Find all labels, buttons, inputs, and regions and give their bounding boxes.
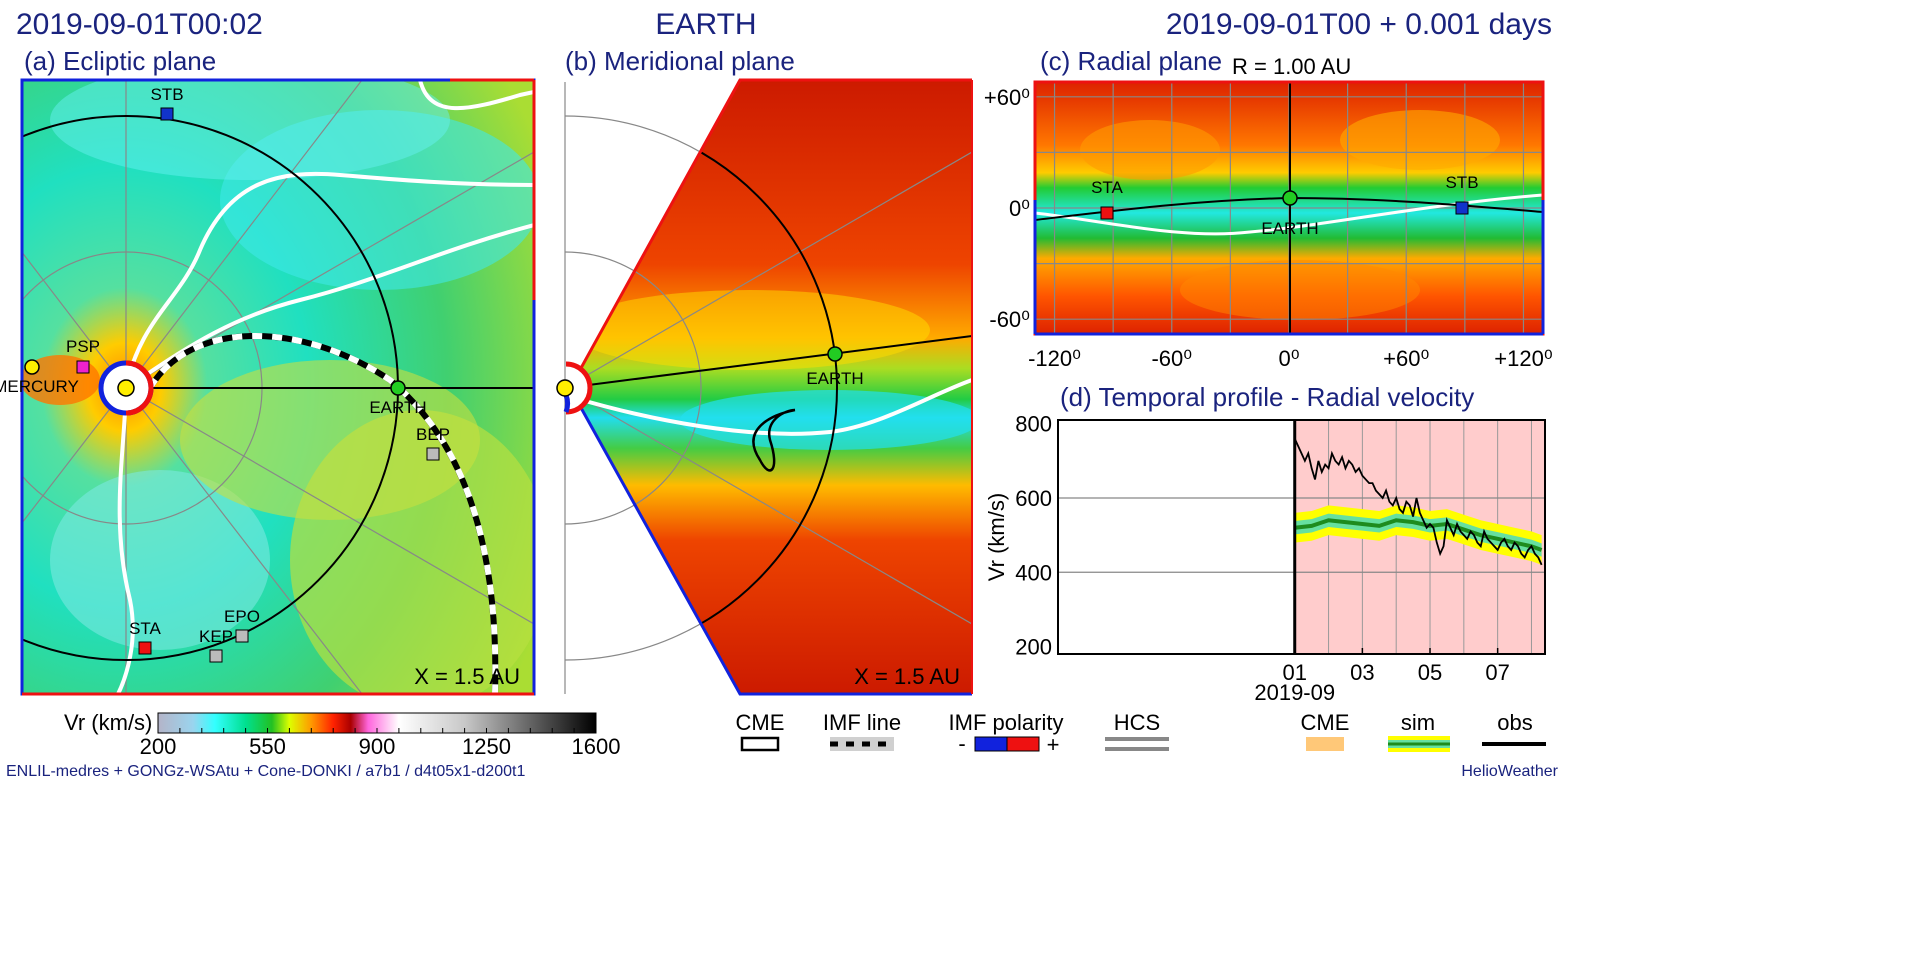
ecliptic-plot (22, 80, 534, 694)
x-tick-label: 07 (1485, 660, 1509, 685)
sun-meridional (556, 361, 593, 415)
svg-text:STB: STB (150, 85, 183, 104)
y-axis-label: Vr (km/s) (984, 493, 1009, 581)
legend-minus: - (958, 731, 965, 756)
legend-polarity-negative (974, 736, 1008, 752)
temporal-frame (1057, 419, 1546, 655)
legend: CME IMF line IMF polarity - + HCS CME si… (736, 710, 1546, 757)
y-tick-label: 600 (1015, 486, 1052, 511)
legend-sim-label: sim (1401, 710, 1435, 735)
x-tick-label: 03 (1350, 660, 1374, 685)
colorbar-tick-label: 200 (140, 734, 177, 759)
radial-y-tick-label: +60⁰ (984, 85, 1030, 110)
colorbar-tick-label: 900 (359, 734, 396, 759)
target-title: EARTH (655, 8, 756, 41)
legend-cme-fill (1306, 737, 1344, 751)
svg-text:BEP: BEP (416, 425, 450, 444)
meridional-scale-label: X = 1.5 AU (854, 664, 960, 689)
body-psp-ecliptic: PSP (66, 337, 100, 374)
ecliptic-panel-title: (a) Ecliptic plane (24, 46, 216, 76)
legend-cme-box (740, 736, 780, 752)
legend-cme-left-label: CME (736, 710, 785, 735)
x-tick-label: 01 (1282, 660, 1306, 685)
legend-plus: + (1047, 732, 1060, 757)
body-stb-ecliptic: STB (150, 85, 184, 121)
radial-y-tick-label: -60⁰ (989, 307, 1030, 332)
y-tick-label: 800 (1015, 412, 1052, 437)
svg-text:EARTH: EARTH (806, 369, 863, 388)
colorbar-tick-label: 550 (249, 734, 286, 759)
svg-text:PSP: PSP (66, 337, 100, 356)
svg-text:KEP: KEP (199, 627, 233, 646)
body-epo-ecliptic: EPO (224, 607, 260, 643)
radial-radius-label: R = 1.00 AU (1232, 54, 1351, 79)
svg-text:STA: STA (1091, 178, 1123, 197)
body-earth-meridional: EARTH (806, 346, 864, 388)
svg-text:MERCURY: MERCURY (0, 377, 79, 396)
svg-text:EARTH: EARTH (369, 398, 426, 417)
legend-obs-label: obs (1497, 710, 1532, 735)
x-sublabel: 2019-09 (1254, 680, 1335, 705)
radial-x-tick-label: +60⁰ (1383, 346, 1429, 371)
timestamp: 2019-09-01T00:02 (16, 8, 263, 41)
legend-imf-line-label: IMF line (823, 710, 901, 735)
radial-plot: STA EARTH STB -120⁰ -60⁰ 0⁰ +60⁰ +120⁰ +60⁰ 0⁰… (984, 80, 1553, 371)
radial-x-tick-label: -120⁰ (1028, 346, 1081, 371)
radial-x-tick-label: -60⁰ (1151, 346, 1192, 371)
body-bep-ecliptic: BEP (416, 425, 450, 461)
svg-text:STA: STA (129, 619, 161, 638)
body-stb-radial: STB (1445, 173, 1479, 215)
colorbar-tick-label: 1250 (462, 734, 511, 759)
body-mercury-ecliptic: MERCURY (0, 359, 79, 396)
legend-cme-right-label: CME (1301, 710, 1350, 735)
radial-panel-title: (c) Radial plane (1040, 46, 1222, 76)
radial-y-tick-label: 0⁰ (1009, 196, 1030, 221)
radial-x-tick-label: +120⁰ (1494, 346, 1553, 371)
radial-x-tick-label: 0⁰ (1278, 346, 1299, 371)
footer-model-info: ENLIL-medres + GONGz-WSAtu + Cone-DONKI … (6, 763, 525, 780)
body-sta-ecliptic: STA (129, 619, 162, 655)
body-earth-radial: EARTH (1261, 190, 1319, 238)
meridional-field (570, 80, 972, 694)
series-obs-line (1293, 438, 1543, 566)
temporal-panel-title: (d) Temporal profile - Radial velocity (1060, 382, 1474, 412)
colorbar-label: Vr (km/s) (64, 710, 152, 735)
legend-hcs-label: HCS (1114, 710, 1160, 735)
sun-ecliptic (98, 360, 154, 416)
legend-imf-polarity-label: IMF polarity (949, 710, 1064, 735)
svg-text:EPO: EPO (224, 607, 260, 626)
body-kep-ecliptic: KEP (199, 627, 233, 663)
body-sta-radial: STA (1091, 178, 1124, 220)
meridional-panel-title: (b) Meridional plane (565, 46, 795, 76)
body-earth-ecliptic: EARTH (369, 380, 427, 417)
y-tick-label: 400 (1015, 560, 1052, 585)
legend-polarity-positive (1006, 736, 1040, 752)
footer-brand: HelioWeather (1461, 763, 1558, 780)
x-tick-label: 05 (1418, 660, 1442, 685)
ecliptic-scale-label: X = 1.5 AU (414, 664, 520, 689)
run-time: 2019-09-01T00 + 0.001 days (1166, 8, 1552, 41)
colorbar-tick-label: 1600 (572, 734, 621, 759)
y-tick-label: 200 (1015, 635, 1052, 660)
temporal-chart: 200 400 600 800 01 03 05 07 2019-09 Vr (km/s) (984, 412, 1546, 705)
svg-text:EARTH: EARTH (1261, 219, 1318, 238)
svg-text:STB: STB (1445, 173, 1478, 192)
